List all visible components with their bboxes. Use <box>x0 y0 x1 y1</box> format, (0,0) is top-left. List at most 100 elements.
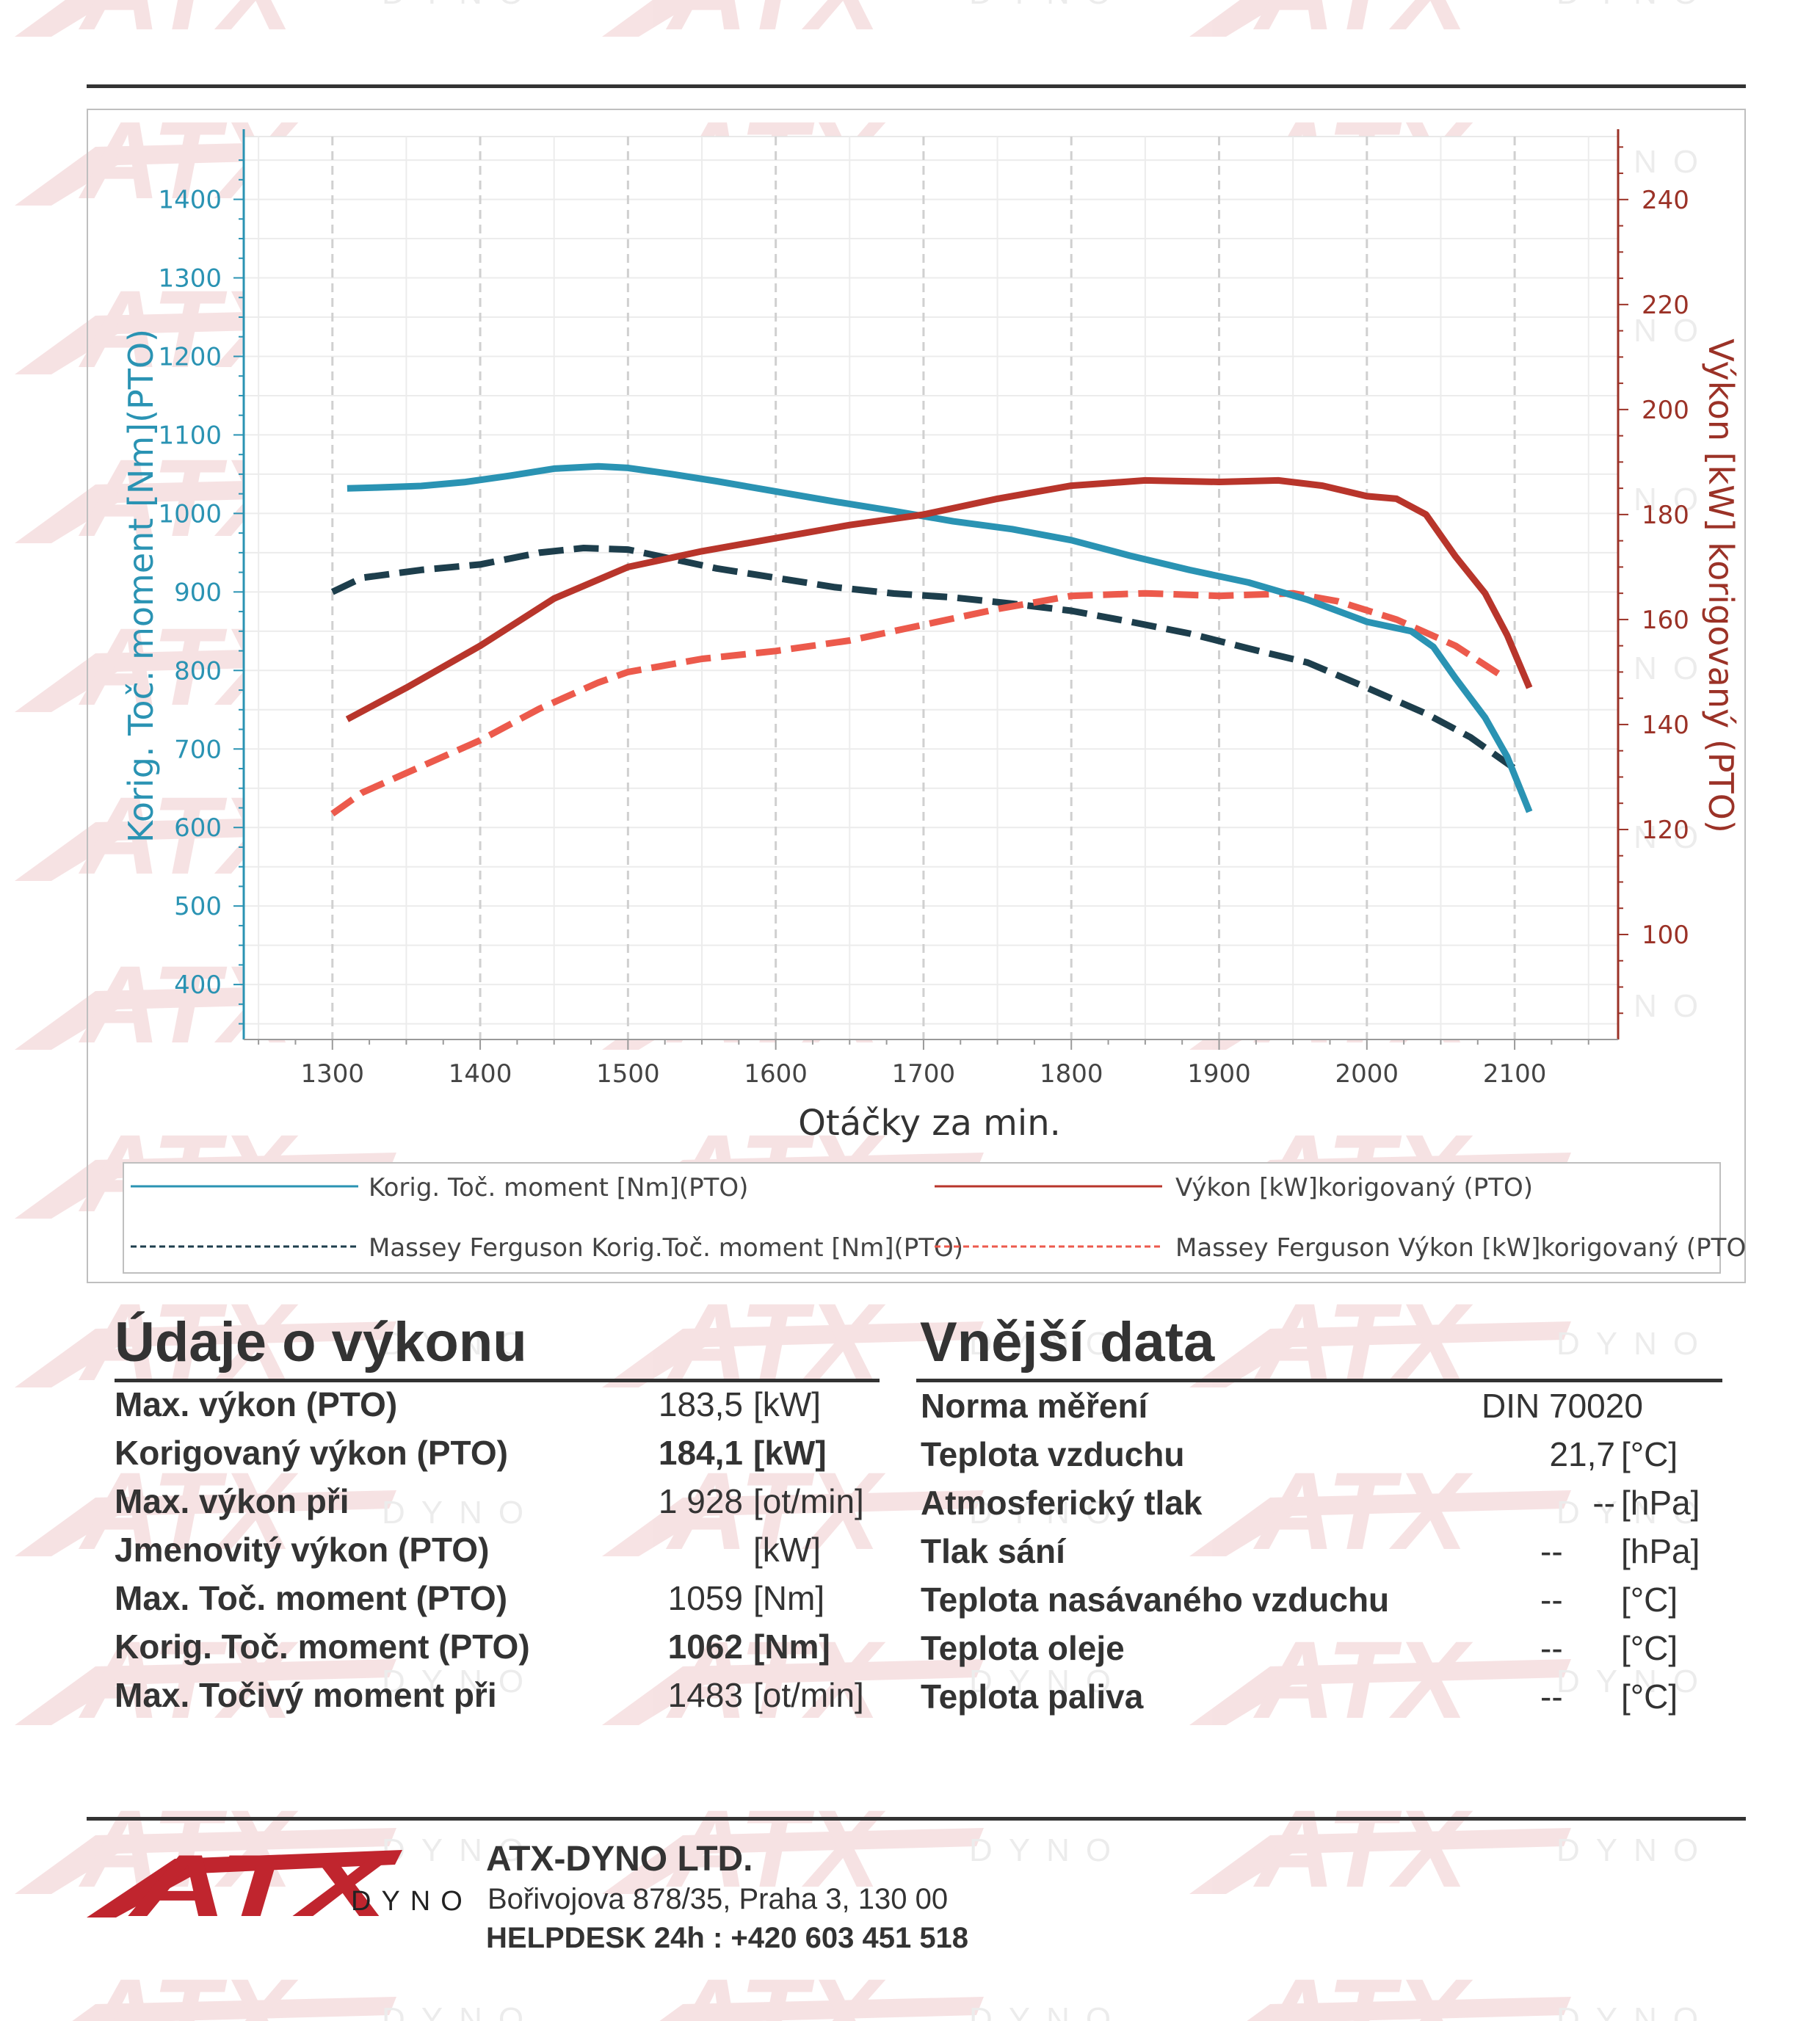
x-tick-label: 2000 <box>1335 1059 1399 1089</box>
y-right-tick-label: 120 <box>1642 816 1689 845</box>
footer-logo-text: ATX <box>127 1844 395 1925</box>
watermark-logo-text: ATX <box>78 0 299 53</box>
external-row-unit: [°C] <box>1621 1581 1678 1619</box>
performance-row-label: Korigovaný výkon (PTO) <box>115 1434 508 1472</box>
external-row-value: -- <box>1592 1484 1615 1522</box>
x-tick-label: 1700 <box>892 1059 956 1089</box>
x-tick-label: 2100 <box>1483 1059 1547 1089</box>
x-tick-label: 1600 <box>744 1059 808 1089</box>
y-left-tick-label: 1100 <box>158 421 222 450</box>
watermark-logo-text: ATX <box>78 1956 299 2021</box>
watermark-swoosh <box>1189 0 1286 37</box>
watermark-logo-text: ATX <box>1252 1787 1473 1910</box>
external-row-value: -- <box>1540 1629 1563 1667</box>
watermark-sub-text: DYNO <box>382 1495 540 1531</box>
performance-row-unit: [Nm] <box>753 1628 830 1666</box>
performance-title: Údaje o výkonu <box>115 1311 527 1374</box>
performance-row-value: 1062 <box>667 1628 743 1666</box>
watermark-swoosh <box>1247 1997 1571 2021</box>
external-row-label: Teplota oleje <box>921 1629 1125 1667</box>
y-left-tick-label: 900 <box>174 578 222 607</box>
watermark-tile: ATX DYNO <box>659 1956 1127 2021</box>
performance-row-unit: [kW] <box>753 1385 821 1423</box>
performance-rule <box>115 1379 880 1382</box>
performance-row-value: 1483 <box>667 1676 743 1714</box>
external-row-label: Teplota vzduchu <box>921 1435 1185 1473</box>
x-tick-label: 1400 <box>449 1059 512 1089</box>
watermark-sub-text: DYNO <box>1556 0 1714 11</box>
company-helpdesk: HELPDESK 24h : +420 603 451 518 <box>486 1922 969 1954</box>
y-right-tick-label: 100 <box>1642 921 1689 950</box>
y-left-tick-label: 1400 <box>158 186 222 215</box>
y-right-tick-label: 160 <box>1642 606 1689 635</box>
external-title: Vnější data <box>920 1311 1215 1374</box>
external-row-label: Tlak sání <box>921 1532 1065 1570</box>
x-tick-label: 1900 <box>1187 1059 1251 1089</box>
y-left-tick-label: 700 <box>174 735 222 764</box>
performance-row-value: 1 928 <box>658 1482 743 1520</box>
footer-logo-sub: DYNO <box>351 1886 468 1917</box>
series-mf-power-line <box>330 589 1502 817</box>
series-mf-torque-line <box>330 545 1517 772</box>
watermark-swoosh <box>659 1997 984 2021</box>
watermark-tile: ATX DYNO <box>1189 1280 1714 1404</box>
x-axis-title: Otáčky za min. <box>798 1103 1061 1144</box>
watermark-logo-text: ATX <box>1252 1449 1473 1572</box>
watermark-sub-text: DYNO <box>382 2001 540 2021</box>
y-axis-title-right: Výkon [kW] korigovaný (PTO) <box>1701 338 1741 833</box>
external-row-unit: [hPa] <box>1621 1484 1700 1522</box>
watermark-swoosh <box>1189 1828 1571 1894</box>
top-rule <box>87 84 1746 88</box>
performance-row-unit: [kW] <box>753 1434 827 1472</box>
watermark-swoosh <box>15 0 112 37</box>
external-row-value: -- <box>1540 1581 1563 1619</box>
watermark-logo-text: ATX <box>1252 0 1473 53</box>
legend-label-mf-power: Massey Ferguson Výkon [kW]korigovaný (PT… <box>1175 1233 1746 1263</box>
legend-label-mf-torque: Massey Ferguson Korig.Toč. moment [Nm](P… <box>369 1233 963 1263</box>
watermark-logo-text: ATX <box>665 1956 886 2021</box>
watermark-tile: ATX DYNO <box>72 1956 540 2021</box>
performance-row-value: 1059 <box>667 1579 743 1617</box>
watermark-sub-text: DYNO <box>969 0 1127 11</box>
watermark-tile: ATX DYNO <box>1247 1956 1714 2021</box>
dyno-chart: 400 500 600 700 800 900 1000 1100 1200 1300 1400 10… <box>87 109 1746 1283</box>
y-right-tick-label: 200 <box>1642 396 1689 425</box>
performance-row-label: Max. Toč. moment (PTO) <box>115 1579 508 1617</box>
external-row-unit: [°C] <box>1621 1435 1678 1473</box>
performance-row-unit: [ot/min] <box>753 1482 864 1520</box>
watermark-logo-text: ATX <box>1252 1956 1473 2021</box>
x-tick-label: 1800 <box>1040 1059 1103 1089</box>
y-left-tick-label: 1300 <box>158 264 222 294</box>
y-left-tick-label: 600 <box>174 813 222 843</box>
footer-logo: ATX DYNO <box>87 1844 468 1925</box>
external-row-value: DIN 70020 <box>1482 1387 1643 1425</box>
y-right-tick-label: 180 <box>1642 501 1689 530</box>
external-row-label: Atmosferický tlak <box>921 1484 1203 1522</box>
performance-row-label: Korig. Toč. moment (PTO) <box>115 1628 530 1666</box>
watermark-logo-text: ATX <box>1252 1618 1473 1741</box>
y-left-tick-label: 800 <box>174 656 222 686</box>
series-torque-line <box>347 462 1533 813</box>
watermark-swoosh <box>72 1997 396 2021</box>
watermark-sub-text: DYNO <box>1556 2001 1714 2021</box>
external-row-value: -- <box>1540 1532 1563 1570</box>
y-right-tick-label: 220 <box>1642 291 1689 320</box>
y-left-tick-label: 1200 <box>158 342 222 371</box>
legend-label-power: Výkon [kW]korigovaný (PTO) <box>1175 1173 1533 1202</box>
performance-row-label: Jmenovitý výkon (PTO) <box>115 1531 490 1569</box>
footer-logo-swoosh <box>87 1850 402 1917</box>
performance-row-label: Max. výkon (PTO) <box>115 1385 398 1423</box>
y-right-tick-label: 240 <box>1642 186 1689 215</box>
performance-row-value: 184,1 <box>658 1434 743 1472</box>
performance-row-label: Max. Točivý moment při <box>115 1676 497 1714</box>
series-power-line <box>345 476 1533 722</box>
legend: Korig. Toč. moment [Nm](PTO) Výkon [kW]k… <box>123 1162 1746 1274</box>
watermark-sub-text: DYNO <box>969 2001 1127 2021</box>
y-left-tick-label: 500 <box>174 892 222 921</box>
external-row-value: -- <box>1540 1677 1563 1716</box>
external-row-label: Norma měření <box>921 1387 1148 1425</box>
watermark-sub-text: DYNO <box>1556 1326 1714 1362</box>
watermark-swoosh <box>602 0 699 37</box>
watermark-tile: ATX DYNO <box>15 0 523 53</box>
external-row-label: Teplota paliva <box>921 1677 1144 1716</box>
